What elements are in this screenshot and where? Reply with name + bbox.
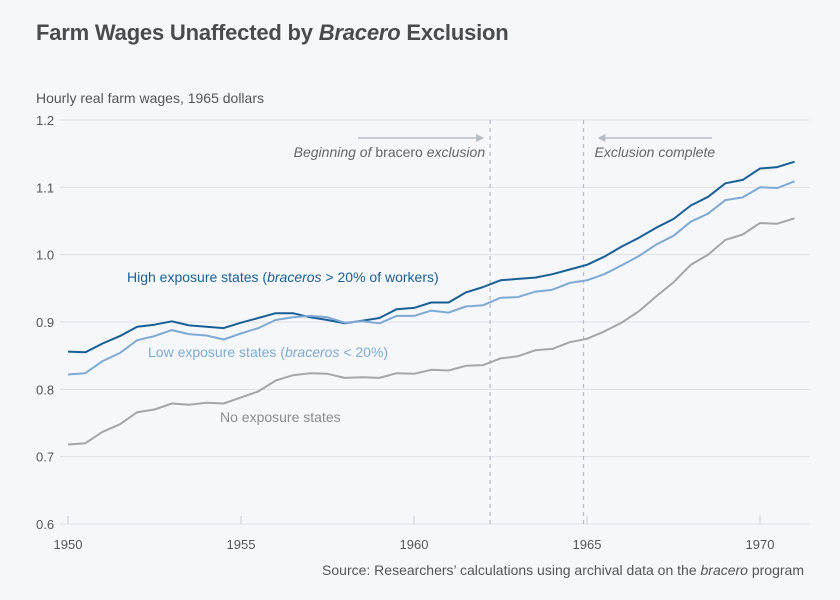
label-part: Low exposure states ( (148, 344, 285, 360)
annotation-text-part: exclusion (423, 144, 485, 160)
source-note: Source: Researchers’ calculations using … (322, 562, 804, 578)
annotation-text-part: bracero (375, 144, 423, 160)
high-exposure-label: High exposure states (braceros > 20% of … (127, 269, 439, 285)
x-tick-label: 1950 (54, 537, 83, 552)
annotation-label: Exclusion complete (595, 144, 716, 160)
y-tick-label: 0.6 (36, 517, 54, 532)
x-tick-label: 1960 (400, 537, 429, 552)
title-part-italic: Bracero (318, 20, 401, 45)
chart-title: Farm Wages Unaffected by Bracero Exclusi… (36, 20, 509, 46)
annotation-text-part: Beginning of (294, 144, 376, 160)
series-line-high-exposure (67, 160, 795, 354)
no-exposure-label: No exposure states (220, 409, 341, 425)
y-tick-label: 1.1 (36, 180, 54, 195)
y-tick-label: 1.2 (36, 113, 54, 128)
low-exposure-label: Low exposure states (braceros < 20%) (148, 344, 388, 360)
series-line-no-exposure (67, 217, 795, 446)
source-part: Source: Researchers’ calculations using … (322, 562, 701, 578)
y-tick-label: 0.8 (36, 382, 54, 397)
arrow-head-icon (476, 134, 485, 142)
label-part: braceros (267, 269, 321, 285)
series-line-low-exposure (67, 180, 795, 376)
y-tick-label: 0.9 (36, 315, 54, 330)
label-part: < 20%) (339, 344, 388, 360)
label-part: High exposure states ( (127, 269, 267, 285)
y-tick-label: 1.0 (36, 248, 54, 263)
title-part: Farm Wages Unaffected by (36, 20, 319, 45)
annotation-text-part: Exclusion complete (595, 144, 716, 160)
x-tick-label: 1965 (573, 537, 602, 552)
label-part: > 20% of workers) (322, 269, 439, 285)
arrow-head-icon (597, 134, 606, 142)
y-tick-label: 0.7 (36, 450, 54, 465)
x-tick-label: 1955 (227, 537, 256, 552)
annotation-label: Beginning of bracero exclusion (294, 144, 486, 160)
label-part: braceros (285, 344, 339, 360)
label-part: No exposure states (220, 409, 341, 425)
title-part: Exclusion (400, 20, 509, 45)
source-part-italic: bracero (700, 562, 748, 578)
x-tick-label: 1970 (746, 537, 775, 552)
source-part: program (747, 562, 804, 578)
y-axis-label: Hourly real farm wages, 1965 dollars (36, 90, 264, 106)
